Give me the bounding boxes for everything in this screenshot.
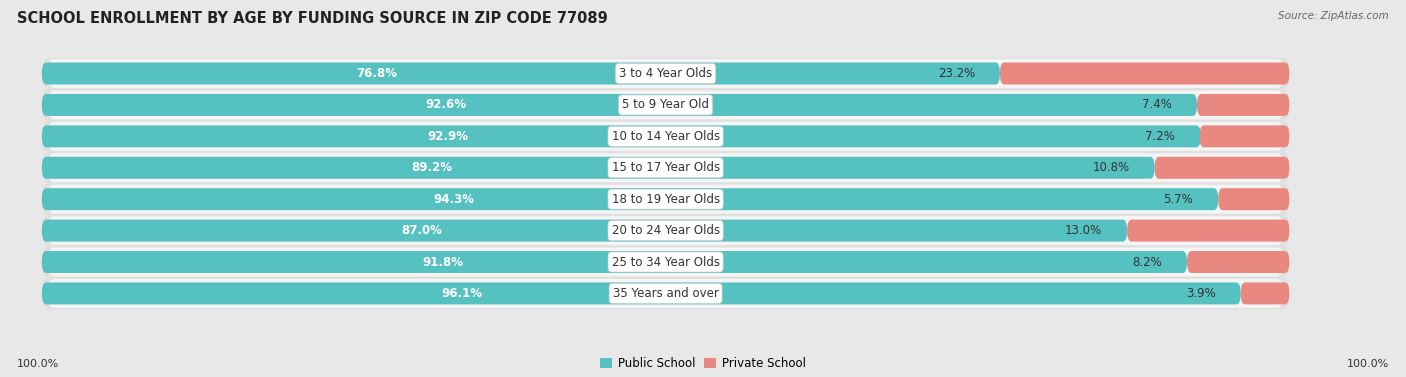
FancyBboxPatch shape — [42, 219, 1128, 242]
FancyBboxPatch shape — [42, 251, 1187, 273]
FancyBboxPatch shape — [48, 279, 1284, 308]
Text: 10.8%: 10.8% — [1092, 161, 1129, 174]
Text: 92.6%: 92.6% — [426, 98, 467, 112]
FancyBboxPatch shape — [1128, 219, 1289, 242]
Text: SCHOOL ENROLLMENT BY AGE BY FUNDING SOURCE IN ZIP CODE 77089: SCHOOL ENROLLMENT BY AGE BY FUNDING SOUR… — [17, 11, 607, 26]
FancyBboxPatch shape — [1154, 157, 1289, 179]
Text: 92.9%: 92.9% — [427, 130, 468, 143]
FancyBboxPatch shape — [42, 215, 1289, 246]
FancyBboxPatch shape — [1000, 63, 1289, 84]
FancyBboxPatch shape — [42, 152, 1289, 184]
Text: 76.8%: 76.8% — [357, 67, 398, 80]
FancyBboxPatch shape — [48, 90, 1284, 120]
FancyBboxPatch shape — [1199, 125, 1289, 147]
Text: 89.2%: 89.2% — [411, 161, 451, 174]
FancyBboxPatch shape — [42, 282, 1240, 305]
FancyBboxPatch shape — [42, 63, 1000, 84]
Text: 25 to 34 Year Olds: 25 to 34 Year Olds — [612, 256, 720, 268]
FancyBboxPatch shape — [1187, 251, 1289, 273]
Text: 13.0%: 13.0% — [1066, 224, 1102, 237]
Legend: Public School, Private School: Public School, Private School — [600, 357, 806, 370]
FancyBboxPatch shape — [42, 246, 1289, 278]
FancyBboxPatch shape — [1218, 188, 1289, 210]
FancyBboxPatch shape — [48, 185, 1284, 214]
FancyBboxPatch shape — [42, 58, 1289, 89]
Text: 23.2%: 23.2% — [938, 67, 974, 80]
Text: 7.4%: 7.4% — [1142, 98, 1173, 112]
Text: 18 to 19 Year Olds: 18 to 19 Year Olds — [612, 193, 720, 206]
Text: 94.3%: 94.3% — [433, 193, 474, 206]
Text: 5 to 9 Year Old: 5 to 9 Year Old — [621, 98, 709, 112]
FancyBboxPatch shape — [1197, 94, 1289, 116]
Text: 100.0%: 100.0% — [1347, 359, 1389, 369]
FancyBboxPatch shape — [48, 153, 1284, 182]
Text: 3.9%: 3.9% — [1187, 287, 1216, 300]
Text: 10 to 14 Year Olds: 10 to 14 Year Olds — [612, 130, 720, 143]
FancyBboxPatch shape — [42, 125, 1201, 147]
Text: Source: ZipAtlas.com: Source: ZipAtlas.com — [1278, 11, 1389, 21]
Text: 87.0%: 87.0% — [401, 224, 441, 237]
Text: 96.1%: 96.1% — [441, 287, 482, 300]
FancyBboxPatch shape — [42, 184, 1289, 215]
FancyBboxPatch shape — [48, 122, 1284, 151]
Text: 91.8%: 91.8% — [422, 256, 463, 268]
Text: 35 Years and over: 35 Years and over — [613, 287, 718, 300]
Text: 20 to 24 Year Olds: 20 to 24 Year Olds — [612, 224, 720, 237]
FancyBboxPatch shape — [42, 278, 1289, 309]
Text: 7.2%: 7.2% — [1144, 130, 1174, 143]
FancyBboxPatch shape — [42, 94, 1197, 116]
Text: 5.7%: 5.7% — [1164, 193, 1194, 206]
FancyBboxPatch shape — [48, 59, 1284, 88]
Text: 8.2%: 8.2% — [1132, 256, 1163, 268]
Text: 15 to 17 Year Olds: 15 to 17 Year Olds — [612, 161, 720, 174]
FancyBboxPatch shape — [42, 89, 1289, 121]
FancyBboxPatch shape — [1240, 282, 1289, 305]
FancyBboxPatch shape — [48, 216, 1284, 245]
Text: 3 to 4 Year Olds: 3 to 4 Year Olds — [619, 67, 711, 80]
FancyBboxPatch shape — [42, 121, 1289, 152]
Text: 100.0%: 100.0% — [17, 359, 59, 369]
FancyBboxPatch shape — [42, 157, 1154, 179]
FancyBboxPatch shape — [48, 248, 1284, 276]
FancyBboxPatch shape — [42, 188, 1218, 210]
